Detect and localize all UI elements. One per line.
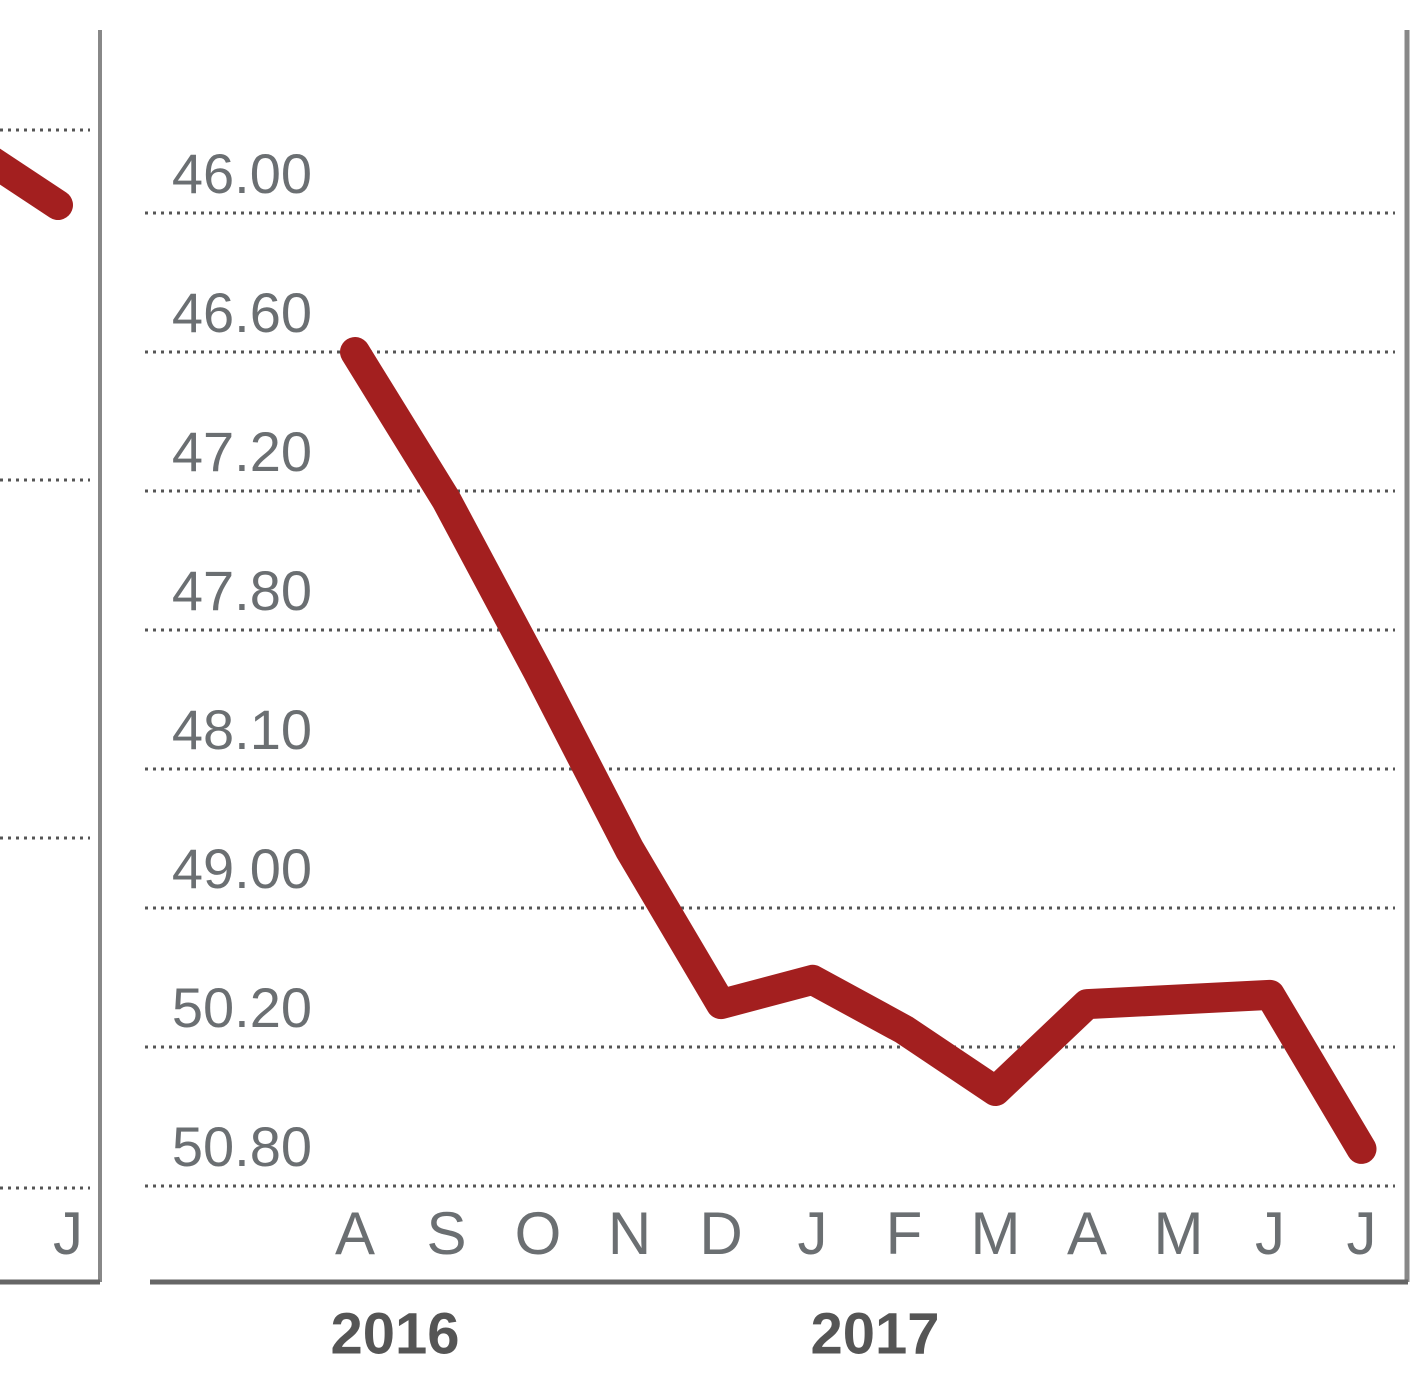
y-tick-label: 47.80 [172,559,312,622]
y-tick-label: 48.10 [172,698,312,761]
x-tick-label: J [798,1200,828,1267]
year-label: 2017 [810,1301,939,1366]
y-tick-label: 50.20 [172,976,312,1039]
y-tick-label: 50.80 [172,1115,312,1178]
x-tick-label: S [426,1200,466,1267]
y-tick-label: 47.20 [172,420,312,483]
x-tick-label: N [608,1200,651,1267]
data-line [340,337,1377,1164]
year-label: 2016 [330,1301,459,1366]
x-tick-label: J [1255,1200,1285,1267]
y-tick-label: 49.00 [172,837,312,900]
partial-x-label: J [53,1200,83,1267]
partial-panel: J [0,30,102,1285]
y-tick-label: 46.00 [172,142,312,205]
x-tick-label: M [971,1200,1021,1267]
x-tick-label: O [515,1200,562,1267]
x-tick-label: D [699,1200,742,1267]
y-tick-label: 46.60 [172,281,312,344]
x-tick-label: J [1347,1200,1377,1267]
partial-line [0,148,73,220]
x-tick-label: A [335,1200,375,1267]
x-tick-label: M [1154,1200,1204,1267]
x-tick-label: A [1067,1200,1107,1267]
x-tick-label: F [886,1200,923,1267]
